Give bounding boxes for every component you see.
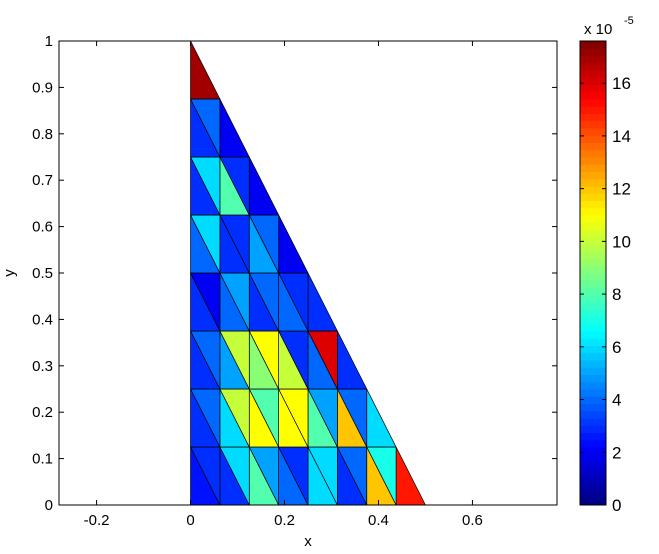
- colorbar-swatch: [580, 302, 606, 310]
- colorbar-swatch: [580, 447, 606, 455]
- colorbar-swatch: [580, 418, 606, 426]
- colorbar-swatch: [580, 490, 606, 499]
- colorbar-swatch: [580, 215, 606, 223]
- colorbar-swatch: [580, 207, 606, 216]
- colorbar-swatch: [580, 135, 606, 143]
- y-tick-label: 0.2: [32, 404, 53, 421]
- colorbar-swatch: [580, 229, 606, 238]
- colorbar-swatch: [580, 149, 606, 158]
- colorbar-swatch: [580, 273, 606, 281]
- y-tick-label: 0.7: [32, 172, 53, 189]
- colorbar-swatch: [580, 120, 606, 129]
- x-tick-label: -0.2: [84, 512, 110, 529]
- colorbar-swatch: [580, 99, 606, 107]
- colorbar-swatch: [580, 251, 606, 259]
- colorbar-swatch: [580, 236, 606, 245]
- colorbar-swatch: [580, 454, 606, 462]
- colorbar-swatch: [580, 309, 606, 317]
- x-tick-label: 0.4: [368, 512, 389, 529]
- colorbar-swatch: [580, 410, 606, 419]
- y-axis-label: y: [1, 269, 18, 277]
- colorbar-swatch: [580, 316, 606, 325]
- colorbar-tick-label: 12: [612, 180, 631, 199]
- colorbar-tick-label: 10: [612, 232, 631, 251]
- colorbar-swatch: [580, 360, 606, 368]
- colorbar-swatch: [580, 280, 606, 288]
- colorbar-swatch: [580, 142, 606, 151]
- colorbar-swatch: [580, 294, 606, 303]
- colorbar-swatch: [580, 468, 606, 477]
- colorbar-swatch: [580, 200, 606, 209]
- x-tick-label: 0: [186, 512, 194, 529]
- x-tick-label: 0.6: [462, 512, 483, 529]
- colorbar-swatch: [580, 106, 606, 114]
- y-tick-label: 0.9: [32, 79, 53, 96]
- y-tick-label: 1: [45, 33, 53, 50]
- colorbar-swatch: [580, 345, 606, 354]
- y-tick-label: 0: [45, 497, 53, 514]
- colorbar-swatch: [580, 367, 606, 375]
- colorbar-swatch: [580, 497, 606, 506]
- colorbar-swatch: [580, 483, 606, 491]
- colorbar-swatch: [580, 178, 606, 187]
- colorbar-swatch: [580, 374, 606, 383]
- colorbar-tick-label: 14: [612, 127, 631, 146]
- colorbar-tick-label: 0: [612, 496, 621, 515]
- y-tick-label: 0.1: [32, 451, 53, 468]
- colorbar-swatch: [580, 193, 606, 201]
- colorbar-tick-label: 2: [612, 443, 621, 462]
- colorbar-swatch: [580, 461, 606, 470]
- colorbar-swatch: [580, 287, 606, 296]
- colorbar-swatch: [580, 389, 606, 397]
- colorbar-swatch: [580, 432, 606, 441]
- colorbar-swatch: [580, 55, 606, 64]
- colorbar-swatch: [580, 157, 606, 165]
- colorbar-swatch: [580, 84, 606, 93]
- colorbar-swatch: [580, 331, 606, 339]
- colorbar-swatch: [580, 113, 606, 122]
- colorbar-swatch: [580, 77, 606, 85]
- colorbar-swatch: [580, 338, 606, 346]
- y-tick-label: 0.3: [32, 358, 53, 375]
- colorbar-swatch: [580, 222, 606, 230]
- colorbar-swatch: [580, 425, 606, 433]
- colorbar-box: [579, 40, 607, 506]
- colorbar-swatch: [580, 352, 606, 361]
- colorbar-tick-label: 8: [612, 285, 621, 304]
- colorbar-swatch: [580, 439, 606, 448]
- colorbar-swatch: [580, 91, 606, 100]
- colorbar-swatch: [580, 48, 606, 56]
- colorbar-exponent: -5: [624, 15, 634, 27]
- colorbar-swatch: [580, 381, 606, 390]
- colorbar-swatch: [580, 186, 606, 194]
- colorbar-swatch: [580, 128, 606, 136]
- y-tick-label: 0.6: [32, 219, 53, 236]
- colorbar-tick-label: 4: [612, 391, 621, 410]
- colorbar-label: x 10: [584, 21, 612, 38]
- colorbar-swatch: [580, 41, 606, 49]
- colorbar-tick-label: 16: [612, 74, 631, 93]
- colorbar-swatch: [580, 164, 606, 172]
- colorbar-tick-label: 6: [612, 338, 621, 357]
- colorbar-swatch: [580, 265, 606, 274]
- x-axis-label: x: [304, 533, 312, 550]
- x-tick-label: 0.2: [274, 512, 295, 529]
- colorbar-swatch: [580, 476, 606, 484]
- mesh-triangle: [190, 40, 221, 100]
- colorbar-swatch: [580, 171, 606, 180]
- colorbar-swatch: [580, 396, 606, 404]
- colorbar-swatch: [580, 62, 606, 71]
- y-tick-label: 0.8: [32, 126, 53, 143]
- colorbar-swatch: [580, 403, 606, 412]
- colorbar-swatch: [580, 70, 606, 78]
- colorbar-swatch: [580, 258, 606, 267]
- y-tick-label: 0.5: [32, 265, 53, 282]
- colorbar-swatch: [580, 323, 606, 332]
- colorbar-swatch: [580, 244, 606, 252]
- y-tick-label: 0.4: [32, 311, 53, 328]
